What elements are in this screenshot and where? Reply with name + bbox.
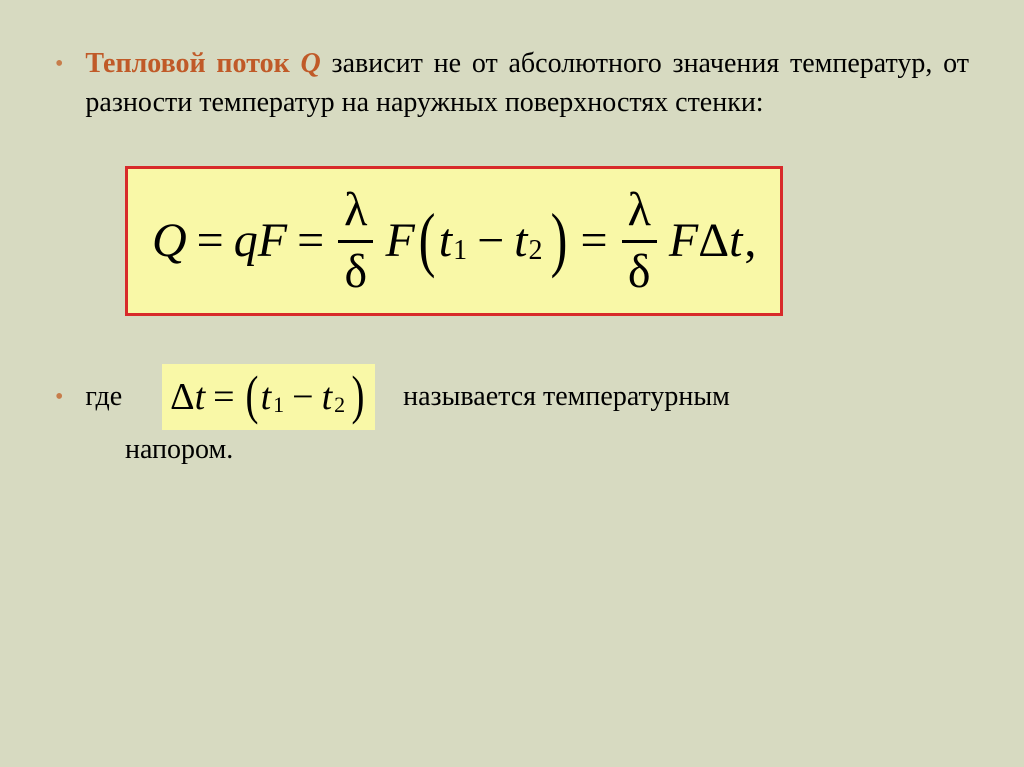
seq-minus: − bbox=[292, 378, 313, 416]
seq-t2: t bbox=[322, 378, 333, 416]
bullet-dot-icon-2: • bbox=[55, 384, 63, 411]
main-equation: Q = q F = λ δ F ( t1 − t2 ) = λ δ bbox=[152, 185, 756, 297]
seq-Delta: Δ bbox=[170, 378, 194, 416]
seq-t1: t bbox=[261, 378, 272, 416]
frac1-den: δ bbox=[338, 247, 373, 297]
seq-sub2: 2 bbox=[334, 394, 345, 416]
lead-symbol-Q: Q bbox=[301, 48, 321, 79]
sym-F1: F bbox=[258, 217, 287, 265]
op-eq3: = bbox=[581, 217, 608, 265]
sym-t2: t bbox=[514, 217, 527, 265]
sub-1: 1 bbox=[453, 237, 467, 265]
sym-t3: t bbox=[729, 217, 742, 265]
rparen-1: ) bbox=[550, 203, 567, 275]
tail-text-1: называется температурным bbox=[403, 381, 730, 413]
sym-t1: t bbox=[439, 217, 452, 265]
sym-Q: Q bbox=[152, 217, 187, 265]
bullet-row-2: • где Δt = ( t1 − t2 ) называется темпер… bbox=[55, 364, 969, 430]
sym-F3: F bbox=[669, 217, 698, 265]
bullet-row-1: • Тепловой поток Q зависит не от абсолют… bbox=[55, 45, 969, 122]
seq-eq: = bbox=[213, 378, 234, 416]
sub-2: 2 bbox=[529, 237, 543, 265]
small-equation: Δt = ( t1 − t2 ) bbox=[170, 370, 367, 424]
paragraph-1: Тепловой поток Q зависит не от абсолютно… bbox=[85, 45, 969, 122]
seq-rparen: ) bbox=[352, 368, 365, 422]
seq-sub1: 1 bbox=[273, 394, 284, 416]
fraction-1: λ δ bbox=[338, 185, 373, 297]
op-eq1: = bbox=[197, 217, 224, 265]
comma: , bbox=[744, 217, 756, 265]
bullet-dot-icon: • bbox=[55, 45, 63, 80]
main-formula-box: Q = q F = λ δ F ( t1 − t2 ) = λ δ bbox=[125, 166, 783, 316]
tail-text-2: напором. bbox=[125, 434, 969, 466]
lparen-1: ( bbox=[418, 203, 435, 275]
sym-F2: F bbox=[385, 217, 414, 265]
frac2-num: λ bbox=[622, 185, 657, 235]
frac1-bar bbox=[338, 240, 373, 243]
small-formula-box: Δt = ( t1 − t2 ) bbox=[162, 364, 375, 430]
slide-container: • Тепловой поток Q зависит не от абсолют… bbox=[0, 0, 1024, 767]
seq-t: t bbox=[195, 378, 206, 416]
sym-Delta: Δ bbox=[698, 217, 729, 265]
sym-q: q bbox=[234, 217, 258, 265]
frac2-den: δ bbox=[622, 247, 657, 297]
word-where: где bbox=[85, 381, 122, 413]
frac1-num: λ bbox=[338, 185, 373, 235]
lead-phrase: Тепловой поток bbox=[85, 48, 300, 79]
frac2-bar bbox=[622, 240, 657, 243]
op-minus1: − bbox=[477, 217, 504, 265]
op-eq2: = bbox=[297, 217, 324, 265]
seq-lparen: ( bbox=[245, 368, 258, 422]
fraction-2: λ δ bbox=[622, 185, 657, 297]
